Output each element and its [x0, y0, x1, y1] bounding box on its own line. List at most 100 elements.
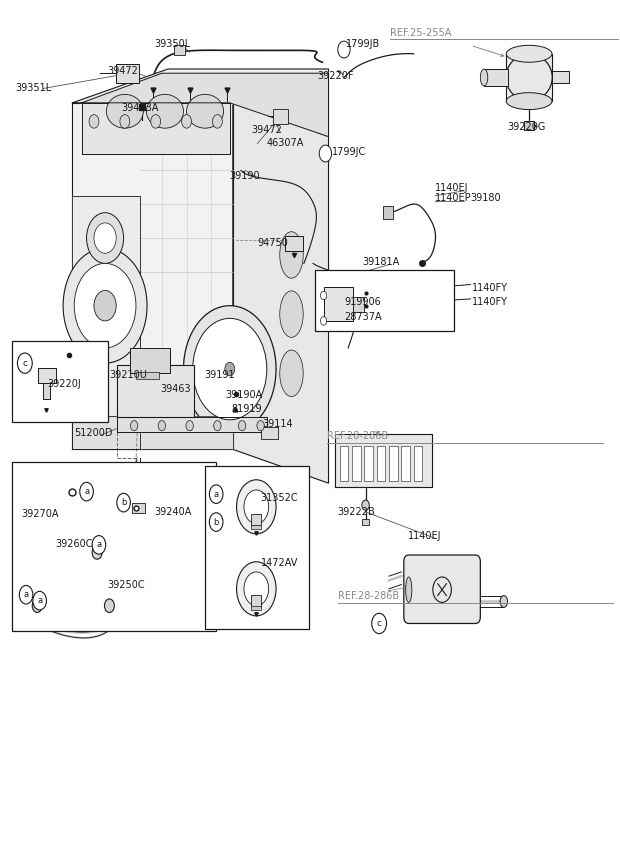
- Bar: [12, 341, 108, 422]
- Circle shape: [94, 223, 116, 254]
- Text: 39270A: 39270A: [22, 509, 60, 519]
- Circle shape: [213, 114, 223, 128]
- Bar: [352, 446, 361, 482]
- Bar: [340, 446, 348, 482]
- Text: REF.28-286B: REF.28-286B: [338, 591, 399, 601]
- Text: 39191: 39191: [204, 370, 234, 380]
- Text: 39463: 39463: [161, 383, 191, 393]
- Text: 39220J: 39220J: [48, 379, 81, 389]
- Polygon shape: [73, 196, 140, 449]
- Text: a: a: [24, 590, 29, 600]
- Text: 39180: 39180: [471, 193, 501, 204]
- Text: a: a: [84, 487, 89, 496]
- Bar: [205, 466, 309, 628]
- Text: 39114: 39114: [262, 419, 293, 429]
- FancyBboxPatch shape: [404, 555, 480, 623]
- Polygon shape: [335, 434, 432, 488]
- Polygon shape: [117, 417, 267, 432]
- Ellipse shape: [146, 94, 184, 128]
- Bar: [365, 446, 373, 482]
- Text: a: a: [214, 489, 219, 499]
- Text: 1799JB: 1799JB: [346, 40, 380, 49]
- Text: 39472: 39472: [251, 125, 282, 135]
- Text: a: a: [96, 540, 102, 550]
- Circle shape: [239, 421, 246, 431]
- Circle shape: [182, 114, 192, 128]
- Bar: [353, 297, 365, 312]
- Circle shape: [120, 114, 130, 128]
- Ellipse shape: [480, 69, 488, 86]
- Circle shape: [338, 41, 350, 58]
- Ellipse shape: [280, 291, 303, 338]
- Circle shape: [17, 353, 32, 373]
- Bar: [251, 525, 261, 529]
- Text: 919906: 919906: [344, 298, 381, 307]
- Circle shape: [319, 145, 332, 162]
- Text: 1140EP: 1140EP: [435, 193, 472, 204]
- Text: 39190A: 39190A: [225, 390, 262, 400]
- Text: 31352C: 31352C: [260, 493, 298, 503]
- Text: 39350L: 39350L: [154, 39, 191, 48]
- Text: 39190: 39190: [230, 171, 260, 181]
- Text: 39181A: 39181A: [363, 257, 400, 267]
- Text: c: c: [22, 359, 27, 368]
- Circle shape: [87, 213, 123, 264]
- Ellipse shape: [280, 350, 303, 397]
- Bar: [132, 503, 144, 513]
- Bar: [552, 70, 569, 82]
- Bar: [389, 446, 397, 482]
- Bar: [273, 109, 288, 124]
- Text: c: c: [376, 619, 382, 628]
- Polygon shape: [507, 53, 552, 101]
- Bar: [130, 348, 170, 373]
- Polygon shape: [117, 365, 194, 417]
- Text: b: b: [121, 498, 126, 507]
- Circle shape: [92, 546, 102, 559]
- Bar: [260, 427, 278, 439]
- Circle shape: [193, 318, 267, 420]
- Text: 39351L: 39351L: [15, 83, 51, 93]
- Bar: [383, 206, 392, 220]
- Circle shape: [89, 114, 99, 128]
- Text: 39210U: 39210U: [109, 370, 148, 380]
- Ellipse shape: [500, 595, 508, 607]
- Bar: [174, 45, 185, 55]
- Text: 39260C: 39260C: [56, 539, 93, 549]
- Text: 39240A: 39240A: [154, 507, 192, 517]
- Ellipse shape: [506, 54, 552, 101]
- Bar: [115, 64, 139, 82]
- Circle shape: [33, 591, 46, 610]
- Bar: [12, 462, 216, 631]
- Bar: [401, 446, 410, 482]
- Circle shape: [210, 485, 223, 504]
- Text: 1472AV: 1472AV: [260, 558, 298, 567]
- Ellipse shape: [187, 94, 224, 128]
- Text: 39473A: 39473A: [122, 103, 159, 113]
- Circle shape: [74, 264, 136, 348]
- Circle shape: [372, 613, 386, 633]
- Bar: [43, 373, 50, 399]
- Circle shape: [210, 513, 223, 532]
- Circle shape: [362, 500, 370, 510]
- Polygon shape: [82, 73, 329, 137]
- Text: REF.25-255A: REF.25-255A: [390, 28, 451, 37]
- Polygon shape: [73, 69, 329, 137]
- Text: 39222B: 39222B: [338, 507, 376, 517]
- Bar: [377, 446, 385, 482]
- Circle shape: [225, 362, 235, 376]
- Text: 1140FY: 1140FY: [472, 298, 508, 307]
- Ellipse shape: [507, 45, 552, 62]
- Polygon shape: [82, 103, 230, 153]
- Circle shape: [321, 292, 327, 299]
- Text: 94750: 94750: [257, 238, 288, 248]
- Ellipse shape: [507, 92, 552, 109]
- Polygon shape: [233, 103, 329, 483]
- Circle shape: [130, 421, 138, 431]
- Ellipse shape: [405, 577, 412, 602]
- Text: 1140EJ: 1140EJ: [435, 183, 469, 193]
- Text: 39472: 39472: [107, 65, 138, 75]
- Text: 39220G: 39220G: [508, 122, 546, 132]
- Bar: [251, 594, 261, 606]
- Circle shape: [92, 536, 105, 554]
- Bar: [136, 372, 159, 379]
